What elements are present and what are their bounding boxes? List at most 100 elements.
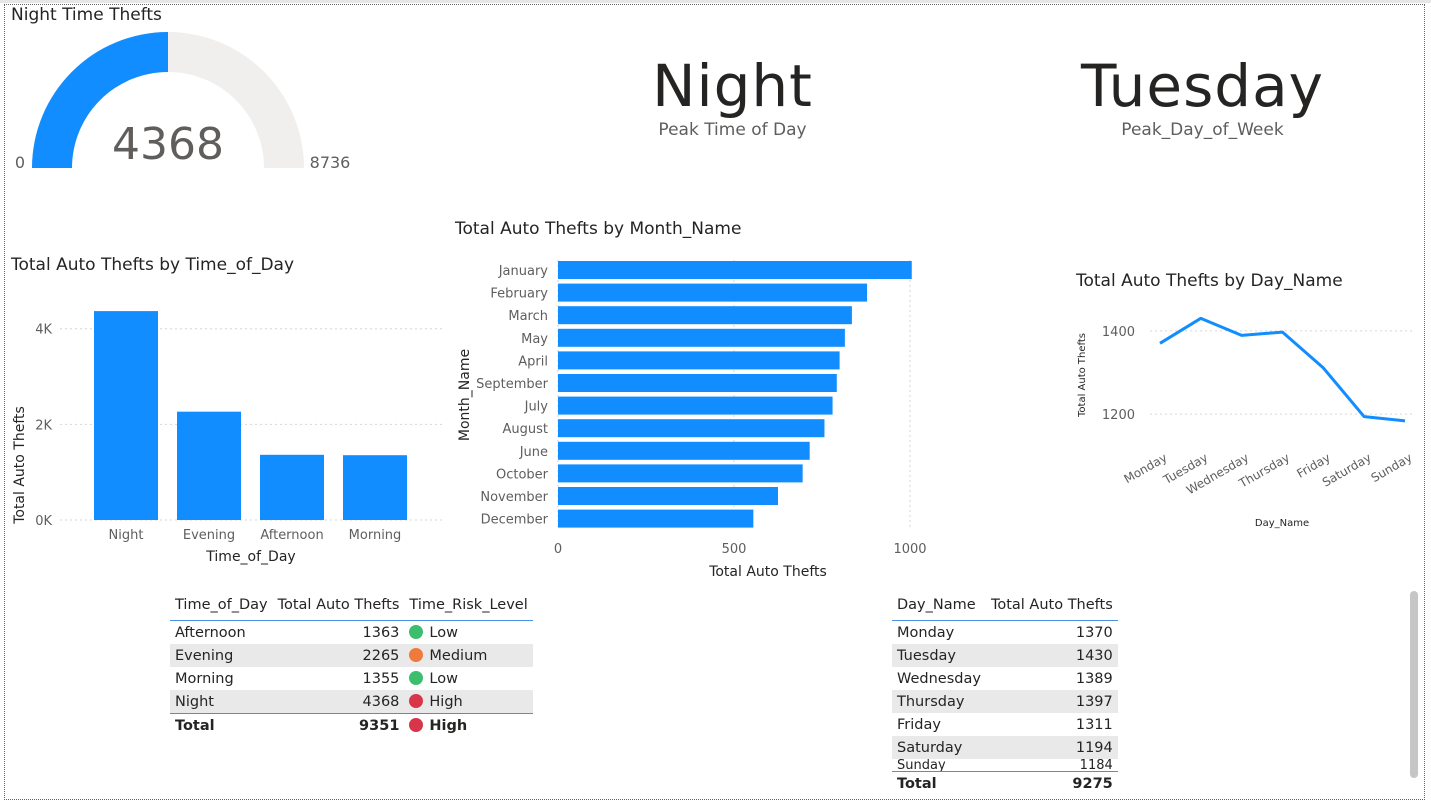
- cell-count: 1311: [1075, 716, 1113, 733]
- table-row[interactable]: Monday 1370: [892, 621, 1118, 645]
- cell-count: 1355: [362, 670, 400, 687]
- table-row[interactable]: Saturday 1194: [892, 736, 1118, 759]
- cell-count: 2265: [272, 644, 405, 667]
- x-tick-label: Morning: [349, 528, 402, 543]
- cell-count: 1397: [985, 690, 1118, 713]
- peak-day-label: Peak_Day_of_Week: [1121, 120, 1284, 140]
- risk-label: Medium: [429, 647, 488, 664]
- risk-indicator-icon: [409, 693, 424, 708]
- risk-indicator-icon: [409, 717, 424, 732]
- cell-count: 1194: [985, 736, 1118, 759]
- x-tick-label: 1000: [893, 542, 926, 557]
- time-risk-table[interactable]: Time_of_Day Total Auto Thefts Time_Risk_…: [170, 590, 533, 737]
- night-thefts-gauge[interactable]: 4368 0 8736: [0, 25, 380, 180]
- bar: [558, 328, 845, 347]
- total-count: 9351: [272, 713, 405, 737]
- risk-label: Low: [429, 624, 458, 641]
- y-tick-label: July: [524, 400, 549, 415]
- y-axis-title: Total Auto Thefts: [12, 406, 28, 525]
- table-row[interactable]: Friday 1311: [892, 713, 1118, 736]
- bar: [558, 464, 803, 483]
- report-canvas: [4, 4, 1425, 800]
- table-row[interactable]: Wednesday 1389: [892, 667, 1118, 690]
- y-tick-label: November: [480, 490, 548, 505]
- y-tick-label: March: [508, 309, 548, 324]
- table-row[interactable]: Thursday 1397: [892, 690, 1118, 713]
- day-chart-title: Total Auto Thefts by Day_Name: [1076, 271, 1343, 291]
- cell-risk: Low: [404, 667, 532, 690]
- cell-risk: High: [404, 690, 533, 714]
- col-header-day[interactable]: Day_Name: [892, 590, 986, 621]
- series-line: [1159, 316, 1406, 423]
- cell-count: 1363: [362, 624, 400, 641]
- month-chart[interactable]: Month_Name Total Auto Thefts 0 500 1000 Jan…: [450, 255, 950, 585]
- peak-day-card[interactable]: Tuesday Peak_Day_of_Week: [1040, 52, 1365, 140]
- vertical-scrollbar[interactable]: [1410, 591, 1418, 778]
- cell-time: Night: [170, 690, 273, 714]
- bar: [558, 509, 754, 528]
- risk-label: High: [429, 693, 463, 710]
- peak-time-value: Night: [652, 52, 813, 120]
- cell-count: 1430: [985, 644, 1118, 667]
- top-border: [0, 0, 1431, 3]
- total-label: Total: [892, 771, 986, 795]
- cell-count: 4368: [272, 690, 405, 714]
- table-row[interactable]: Tuesday 1430: [892, 644, 1118, 667]
- y-tick-label: 0K: [35, 514, 52, 529]
- total-count: 9275: [985, 771, 1118, 795]
- x-axis-title: Total Auto Thefts: [708, 564, 827, 580]
- risk-label: Low: [429, 670, 458, 687]
- month-chart-title: Total Auto Thefts by Month_Name: [455, 219, 742, 239]
- total-label: Total: [170, 713, 273, 737]
- x-tick-label: 0: [554, 542, 562, 557]
- x-tick-label: Evening: [183, 528, 235, 543]
- day-of-week-chart[interactable]: Total Auto Thefts Day_Name 1200 1400 Monda…: [1060, 300, 1420, 540]
- y-axis-title: Month_Name: [457, 349, 473, 441]
- bar: [558, 487, 778, 505]
- peak-day-value: Tuesday: [1081, 52, 1324, 120]
- bar: [177, 411, 241, 520]
- bar: [94, 311, 158, 520]
- y-tick-label: 1200: [1102, 408, 1135, 423]
- table-total-row: Total 9275: [892, 771, 1118, 795]
- bar: [558, 283, 868, 302]
- table-row[interactable]: Sunday 1184: [892, 759, 1118, 772]
- cell-day: Friday: [897, 716, 941, 733]
- bar: [558, 306, 852, 325]
- x-tick-label: 500: [722, 542, 747, 557]
- x-tick-label: Afternoon: [260, 528, 323, 543]
- table-row[interactable]: Night 4368 High: [170, 690, 533, 714]
- table-total-row: Total 9351 High: [170, 713, 533, 737]
- y-tick-label: 4K: [35, 323, 52, 338]
- col-header-count[interactable]: Total Auto Thefts: [985, 590, 1118, 621]
- table-row[interactable]: Afternoon 1363 Low: [170, 621, 533, 645]
- cell-count: 1184: [1079, 759, 1113, 772]
- peak-time-card[interactable]: Night Peak Time of Day: [600, 52, 865, 140]
- time-of-day-chart[interactable]: Total Auto Thefts Time_of_Day 0K 2K 4K Nigh…: [0, 280, 450, 570]
- day-table[interactable]: Day_Name Total Auto Thefts Monday 1370 Tu…: [892, 590, 1118, 795]
- risk-indicator-icon: [409, 647, 424, 662]
- bar: [558, 441, 810, 460]
- y-tick-label: April: [518, 354, 548, 369]
- bar: [558, 419, 825, 438]
- cell-day: Saturday: [892, 736, 986, 759]
- x-tick-label: Sunday: [1369, 450, 1415, 485]
- table-row[interactable]: Morning 1355 Low: [170, 667, 533, 690]
- cell-day: Tuesday: [892, 644, 986, 667]
- time-chart-title: Total Auto Thefts by Time_of_Day: [11, 255, 295, 275]
- x-axis-title: Day_Name: [1255, 518, 1309, 529]
- cell-day: Wednesday: [897, 670, 981, 687]
- y-tick-label: September: [476, 377, 549, 392]
- x-tick-label: Night: [109, 528, 144, 543]
- gauge-min-label: 0: [15, 153, 25, 172]
- col-header-risk[interactable]: Time_Risk_Level: [404, 590, 533, 621]
- y-tick-label: June: [519, 445, 548, 460]
- risk-label: High: [429, 717, 468, 734]
- cell-count: 1370: [1075, 624, 1113, 641]
- cell-count: 1389: [1075, 670, 1113, 687]
- table-row[interactable]: Evening 2265 Medium: [170, 644, 533, 667]
- col-header-count[interactable]: Total Auto Thefts: [272, 590, 405, 621]
- col-header-time[interactable]: Time_of_Day: [170, 590, 273, 621]
- y-tick-label: January: [498, 264, 549, 279]
- gauge-value: 4368: [112, 119, 224, 170]
